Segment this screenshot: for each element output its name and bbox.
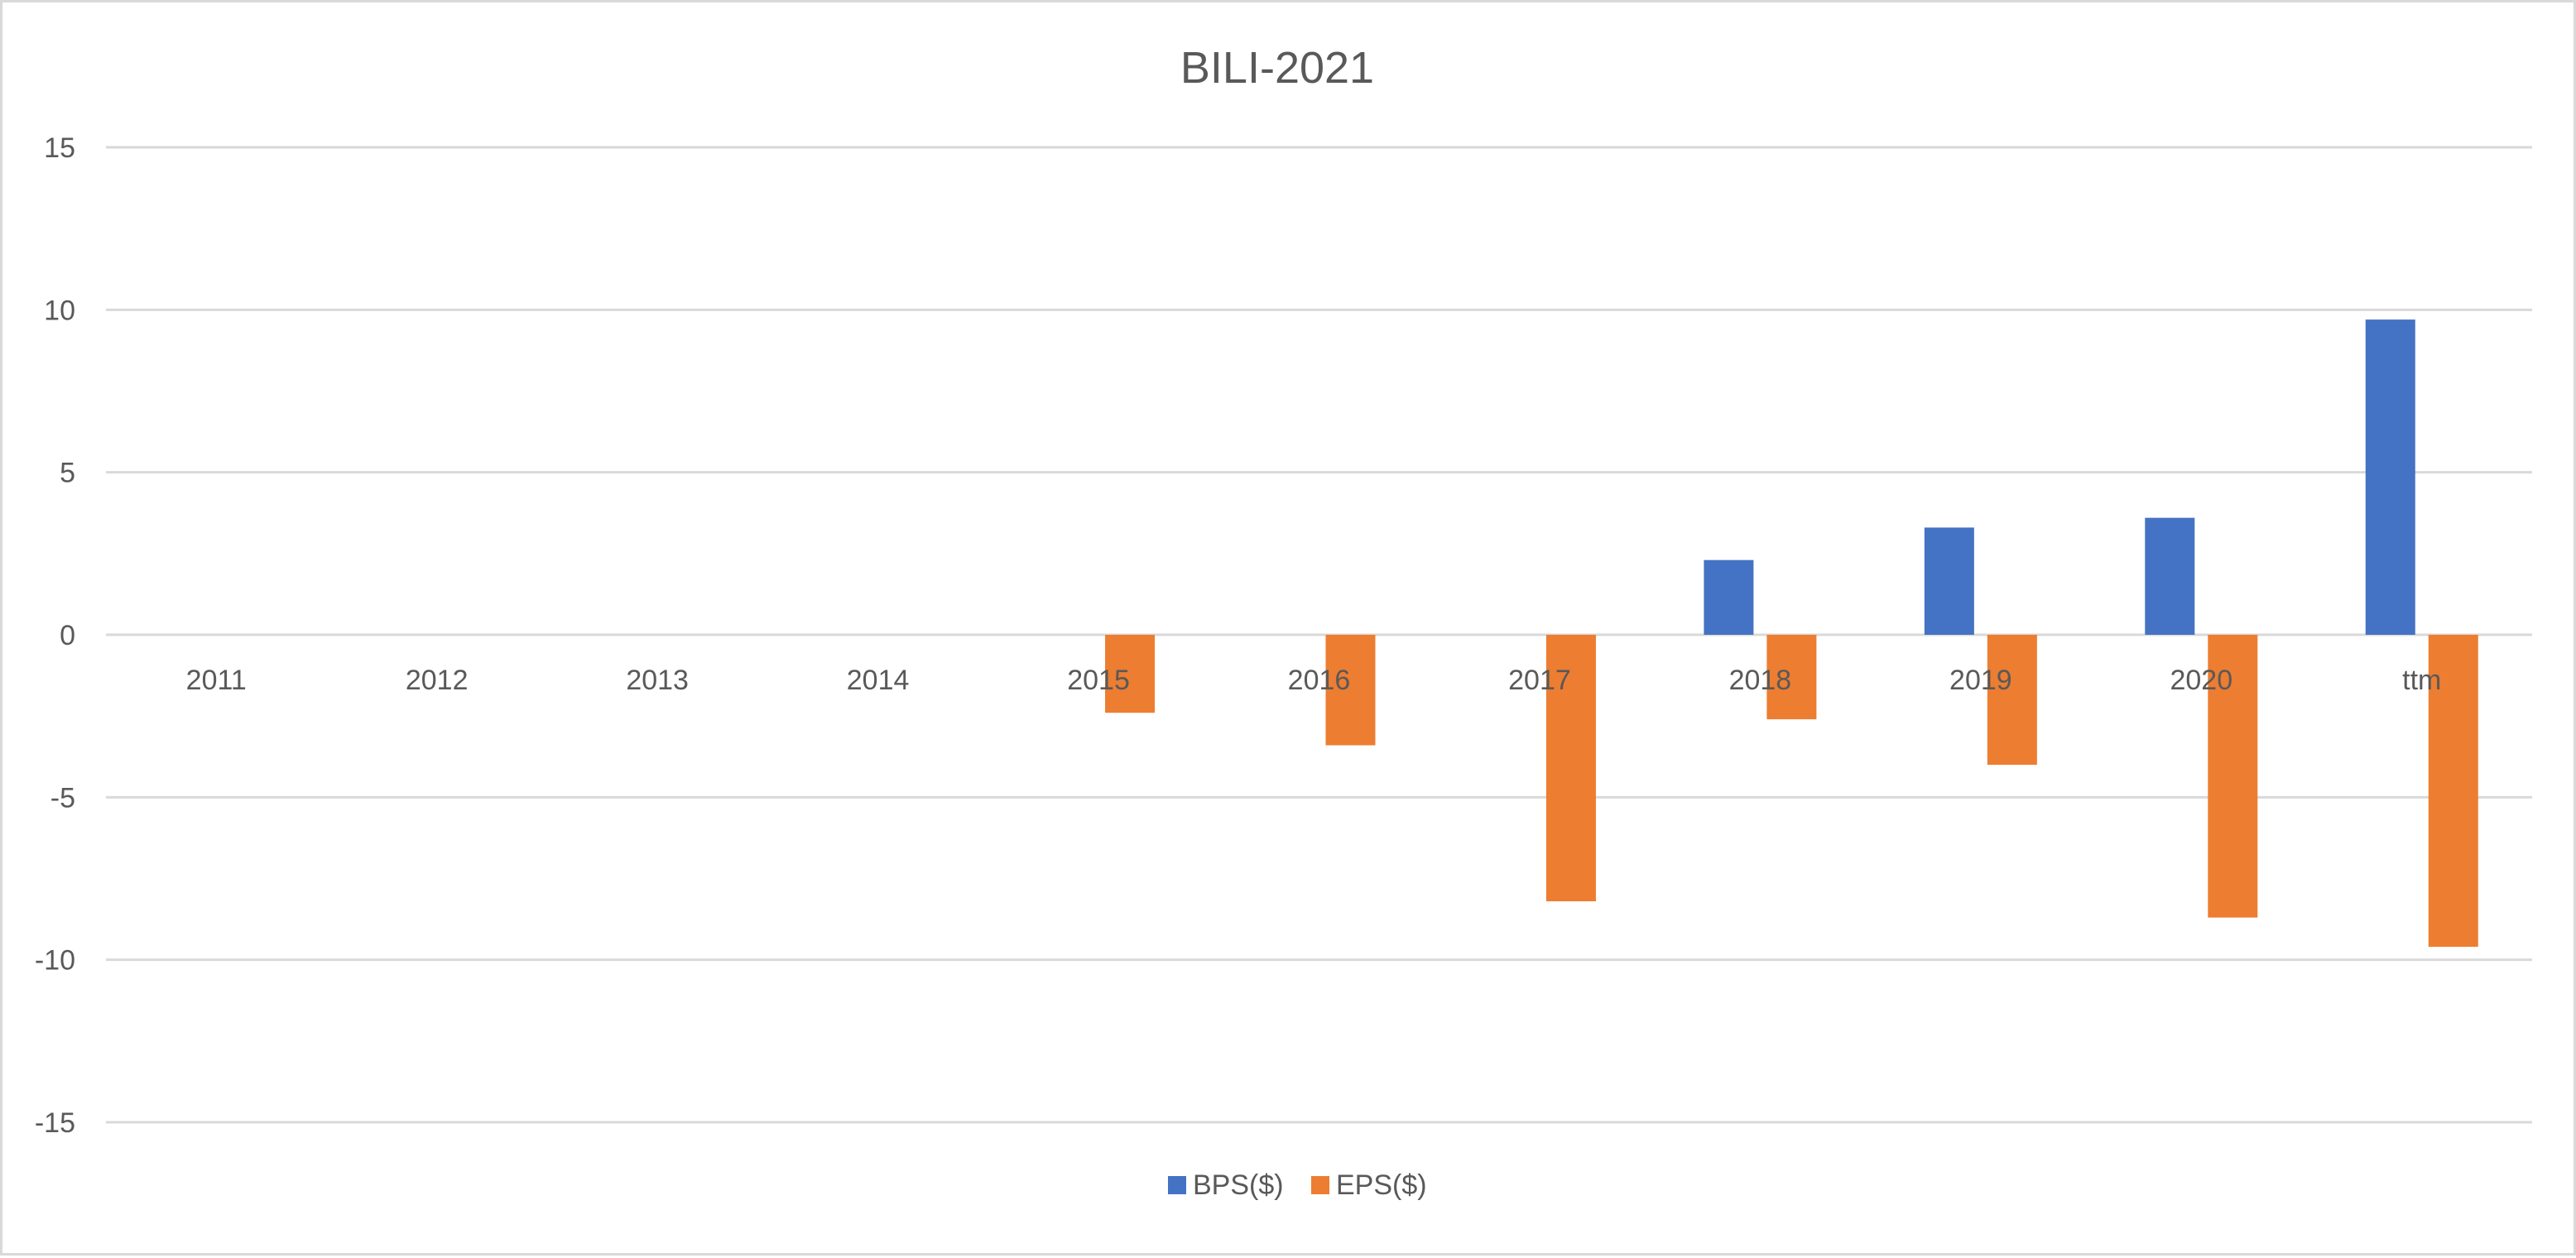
x-axis-tick-labels: 2011 2012 2013 2014 2015 2016 2017 2018 2019 2020…	[186, 665, 2442, 696]
bar-bps	[2145, 517, 2195, 635]
y-tick-label: 0	[60, 620, 75, 651]
chart-title: BILI-2021	[1180, 43, 1374, 93]
bar-eps	[1545, 635, 1596, 901]
y-tick-label: 10	[44, 295, 75, 326]
y-tick-label: 5	[60, 458, 75, 489]
legend-label: EPS($)	[1336, 1169, 1427, 1201]
bar-eps	[1105, 635, 1156, 713]
x-tick-label: 2012	[406, 665, 469, 696]
y-tick-label: -10	[35, 945, 75, 977]
x-tick-label: 2011	[186, 665, 247, 696]
bar-eps	[1766, 635, 1817, 720]
bar-eps	[2428, 635, 2478, 947]
bar-eps	[2208, 635, 2258, 918]
legend-label: BPS($)	[1193, 1169, 1284, 1201]
bar-eps	[1987, 635, 2037, 766]
x-tick-label: 2016	[1288, 665, 1351, 696]
y-tick-label: -5	[50, 782, 75, 814]
bars	[1105, 319, 2478, 947]
y-tick-label: 15	[44, 132, 75, 164]
x-tick-label: 2015	[1067, 665, 1130, 696]
x-tick-label: 2018	[1729, 665, 1792, 696]
x-tick-label: 2019	[1949, 665, 2012, 696]
bar-eps	[1325, 635, 1376, 746]
y-tick-label: -15	[35, 1107, 75, 1139]
legend-swatch	[1168, 1176, 1186, 1194]
x-tick-label: 2020	[2170, 665, 2232, 696]
bar-bps	[1924, 527, 1974, 635]
gridlines	[106, 146, 2532, 1124]
legend: BPS($) EPS($)	[1168, 1169, 1427, 1201]
x-tick-label: 2017	[1508, 665, 1571, 696]
x-tick-label: 2014	[847, 665, 910, 696]
legend-swatch	[1311, 1176, 1329, 1194]
bar-bps	[1704, 559, 1754, 635]
x-tick-label: 2013	[626, 665, 689, 696]
bar-bps	[2365, 319, 2415, 635]
y-axis-tick-labels: 15 10 5 0 -5 -10 -15	[35, 132, 75, 1139]
x-tick-label: ttm	[2402, 665, 2441, 696]
